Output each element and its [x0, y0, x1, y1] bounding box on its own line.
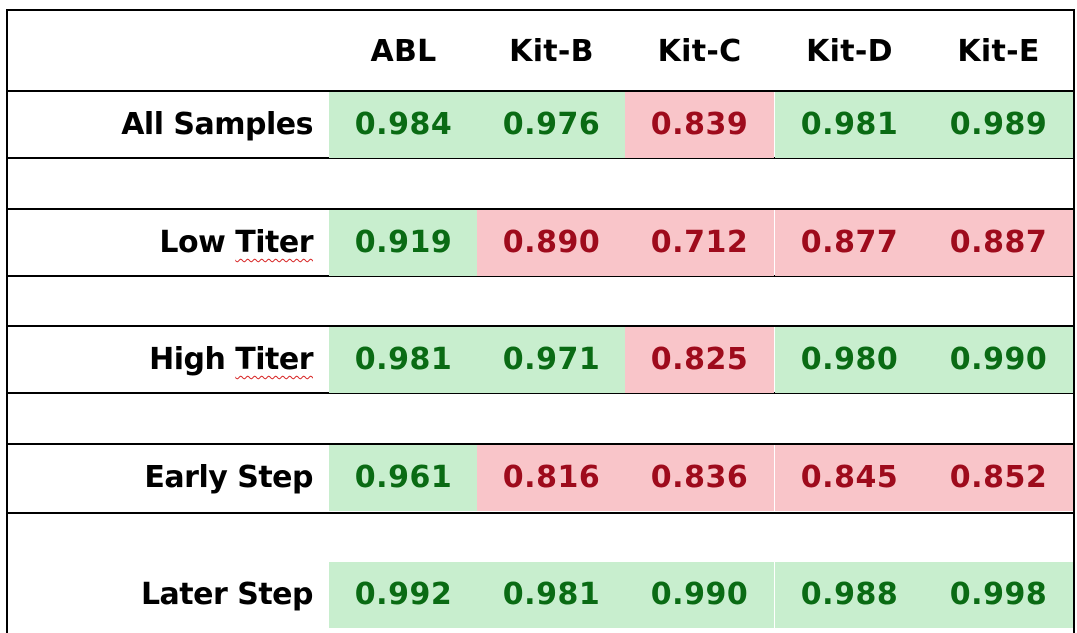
- table-cell: 0.836: [625, 445, 774, 511]
- table-cell: 0.845: [775, 445, 924, 511]
- table-rule: [6, 512, 1075, 514]
- table-cell: 0.990: [924, 327, 1073, 393]
- spellcheck-flagged-word[interactable]: Titer: [235, 225, 313, 260]
- row-label-text: High: [149, 342, 236, 377]
- table-cell: 0.998: [924, 562, 1073, 628]
- table-rule: [6, 325, 1075, 327]
- row-label: Later Step: [8, 562, 314, 628]
- table-rule: [6, 392, 1075, 394]
- table-cell: 0.712: [625, 210, 774, 276]
- table-rule: [6, 443, 1075, 445]
- table-rule: [6, 90, 1075, 92]
- table-cell: 0.990: [625, 562, 774, 628]
- table-cell: 0.971: [477, 327, 626, 393]
- row-label-text: All Samples: [121, 107, 313, 142]
- table-cell: 0.825: [625, 327, 774, 393]
- row-label-text: Later Step: [140, 577, 314, 612]
- table-cell: 0.976: [477, 92, 626, 158]
- table-rule: [6, 208, 1075, 210]
- table-cell: 0.981: [775, 92, 924, 158]
- table-cell: 0.988: [775, 562, 924, 628]
- column-header: Kit-E: [957, 34, 1040, 69]
- table-cell: 0.919: [329, 210, 478, 276]
- table-cell: 0.989: [924, 92, 1073, 158]
- row-label: Low Titer: [8, 210, 313, 276]
- table-rule: [6, 275, 1075, 277]
- table-cell: 0.961: [329, 445, 478, 511]
- table-cell: 0.981: [329, 327, 478, 393]
- column-header: Kit-D: [806, 34, 893, 69]
- table-cell: 0.877: [775, 210, 924, 276]
- row-label-text: Early Step: [144, 460, 313, 495]
- row-label-text: Low: [159, 225, 236, 260]
- column-header: Kit-B: [509, 34, 594, 69]
- table-cell: 0.852: [924, 445, 1073, 511]
- table-cell: 0.890: [477, 210, 626, 276]
- column-header: Kit-C: [657, 34, 742, 69]
- row-label: Early Step: [8, 445, 313, 511]
- table-cell: 0.887: [924, 210, 1073, 276]
- table-cell: 0.816: [477, 445, 626, 511]
- table-cell: 0.992: [329, 562, 478, 628]
- column-header: ABL: [370, 34, 437, 69]
- table-cell: 0.981: [477, 562, 626, 628]
- table-cell: 0.980: [775, 327, 924, 393]
- table-rule: [6, 157, 1075, 159]
- table-cell: 0.839: [625, 92, 774, 158]
- row-label: High Titer: [8, 327, 313, 393]
- table-cell: 0.984: [329, 92, 478, 158]
- row-label: All Samples: [8, 92, 313, 158]
- spellcheck-flagged-word[interactable]: Titer: [235, 342, 313, 377]
